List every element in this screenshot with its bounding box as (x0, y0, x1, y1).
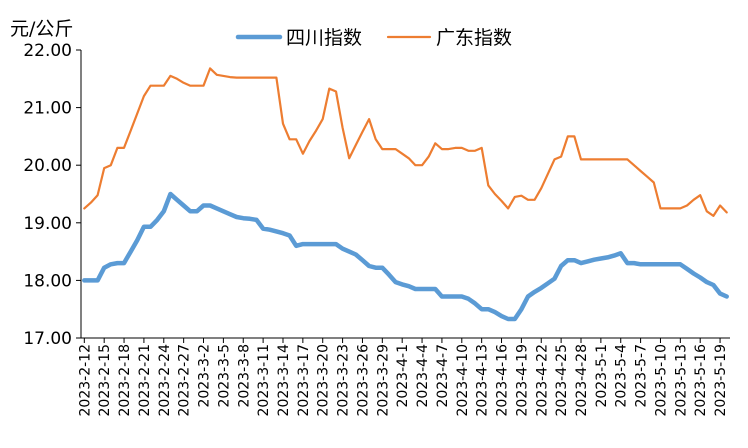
y-axis-unit-label: 元/公斤 (10, 18, 73, 40)
x-tick-label: 2023-3-26 (355, 344, 371, 417)
x-tick-label: 2023-4-22 (534, 344, 550, 416)
x-tick-label: 2023-2-27 (177, 344, 193, 416)
x-axis: 2023-2-12 2023-2-15 2023-2-18 2023-2-21 2023… (77, 337, 730, 417)
y-axis: 17.00 18.00 19.00 20.00 21.00 22.00 (23, 41, 82, 349)
x-tick-label: 2023-4-28 (574, 344, 590, 416)
x-tick-label: 2023-5-19 (713, 344, 729, 416)
x-tick-label: 2023-4-1 (395, 344, 411, 408)
x-tick-label: 2023-4-16 (495, 344, 511, 417)
x-tick-label: 2023-5-1 (594, 344, 610, 408)
x-tick-label: 2023-3-11 (256, 344, 272, 416)
x-tick-label: 2023-3-29 (375, 344, 391, 416)
y-tick-label: 22.00 (23, 41, 72, 61)
x-tick-label: 2023-3-20 (316, 344, 332, 416)
x-tick-label: 2023-4-25 (554, 344, 570, 416)
x-tick-label: 2023-2-15 (97, 344, 113, 416)
x-tick-label: 2023-2-24 (157, 344, 173, 417)
x-tick-label: 2023-5-7 (634, 344, 650, 408)
x-tick-label: 2023-5-4 (614, 344, 630, 408)
x-tick-label: 2023-3-2 (197, 344, 213, 408)
x-tick-label: 2023-4-19 (514, 344, 530, 416)
series-line-1 (82, 191, 729, 322)
x-tick-label: 2023-4-10 (455, 344, 471, 416)
legend-label-1: 四川指数 (286, 27, 362, 49)
series-layer (82, 67, 729, 322)
x-tick-label: 2023-4-4 (415, 344, 431, 408)
x-tick-label: 2023-3-14 (276, 344, 292, 417)
x-tick-label: 2023-3-5 (216, 344, 232, 408)
series-line-2 (83, 67, 728, 217)
x-tick-label: 2023-5-16 (693, 344, 709, 417)
x-tick-label: 2023-3-23 (336, 344, 352, 416)
x-tick-label: 2023-4-13 (475, 344, 491, 416)
x-tick-label: 2023-2-18 (117, 344, 133, 416)
legend: 四川指数 广东指数 (235, 27, 512, 49)
y-tick-label: 18.00 (23, 271, 72, 291)
x-tick-label: 2023-4-7 (435, 344, 451, 408)
y-tick-label: 19.00 (23, 214, 72, 234)
legend-label-2: 广东指数 (436, 27, 512, 49)
x-tick-label: 2023-2-21 (137, 344, 153, 416)
x-tick-label: 2023-5-10 (653, 344, 669, 416)
y-tick-label: 20.00 (23, 156, 72, 176)
x-tick-label: 2023-2-12 (77, 344, 93, 416)
x-tick-label: 2023-5-13 (673, 344, 689, 416)
y-tick-label: 17.00 (23, 329, 72, 349)
x-tick-label: 2023-3-8 (236, 344, 252, 408)
x-tick-label: 2023-3-17 (296, 344, 312, 416)
y-tick-label: 21.00 (23, 99, 72, 119)
